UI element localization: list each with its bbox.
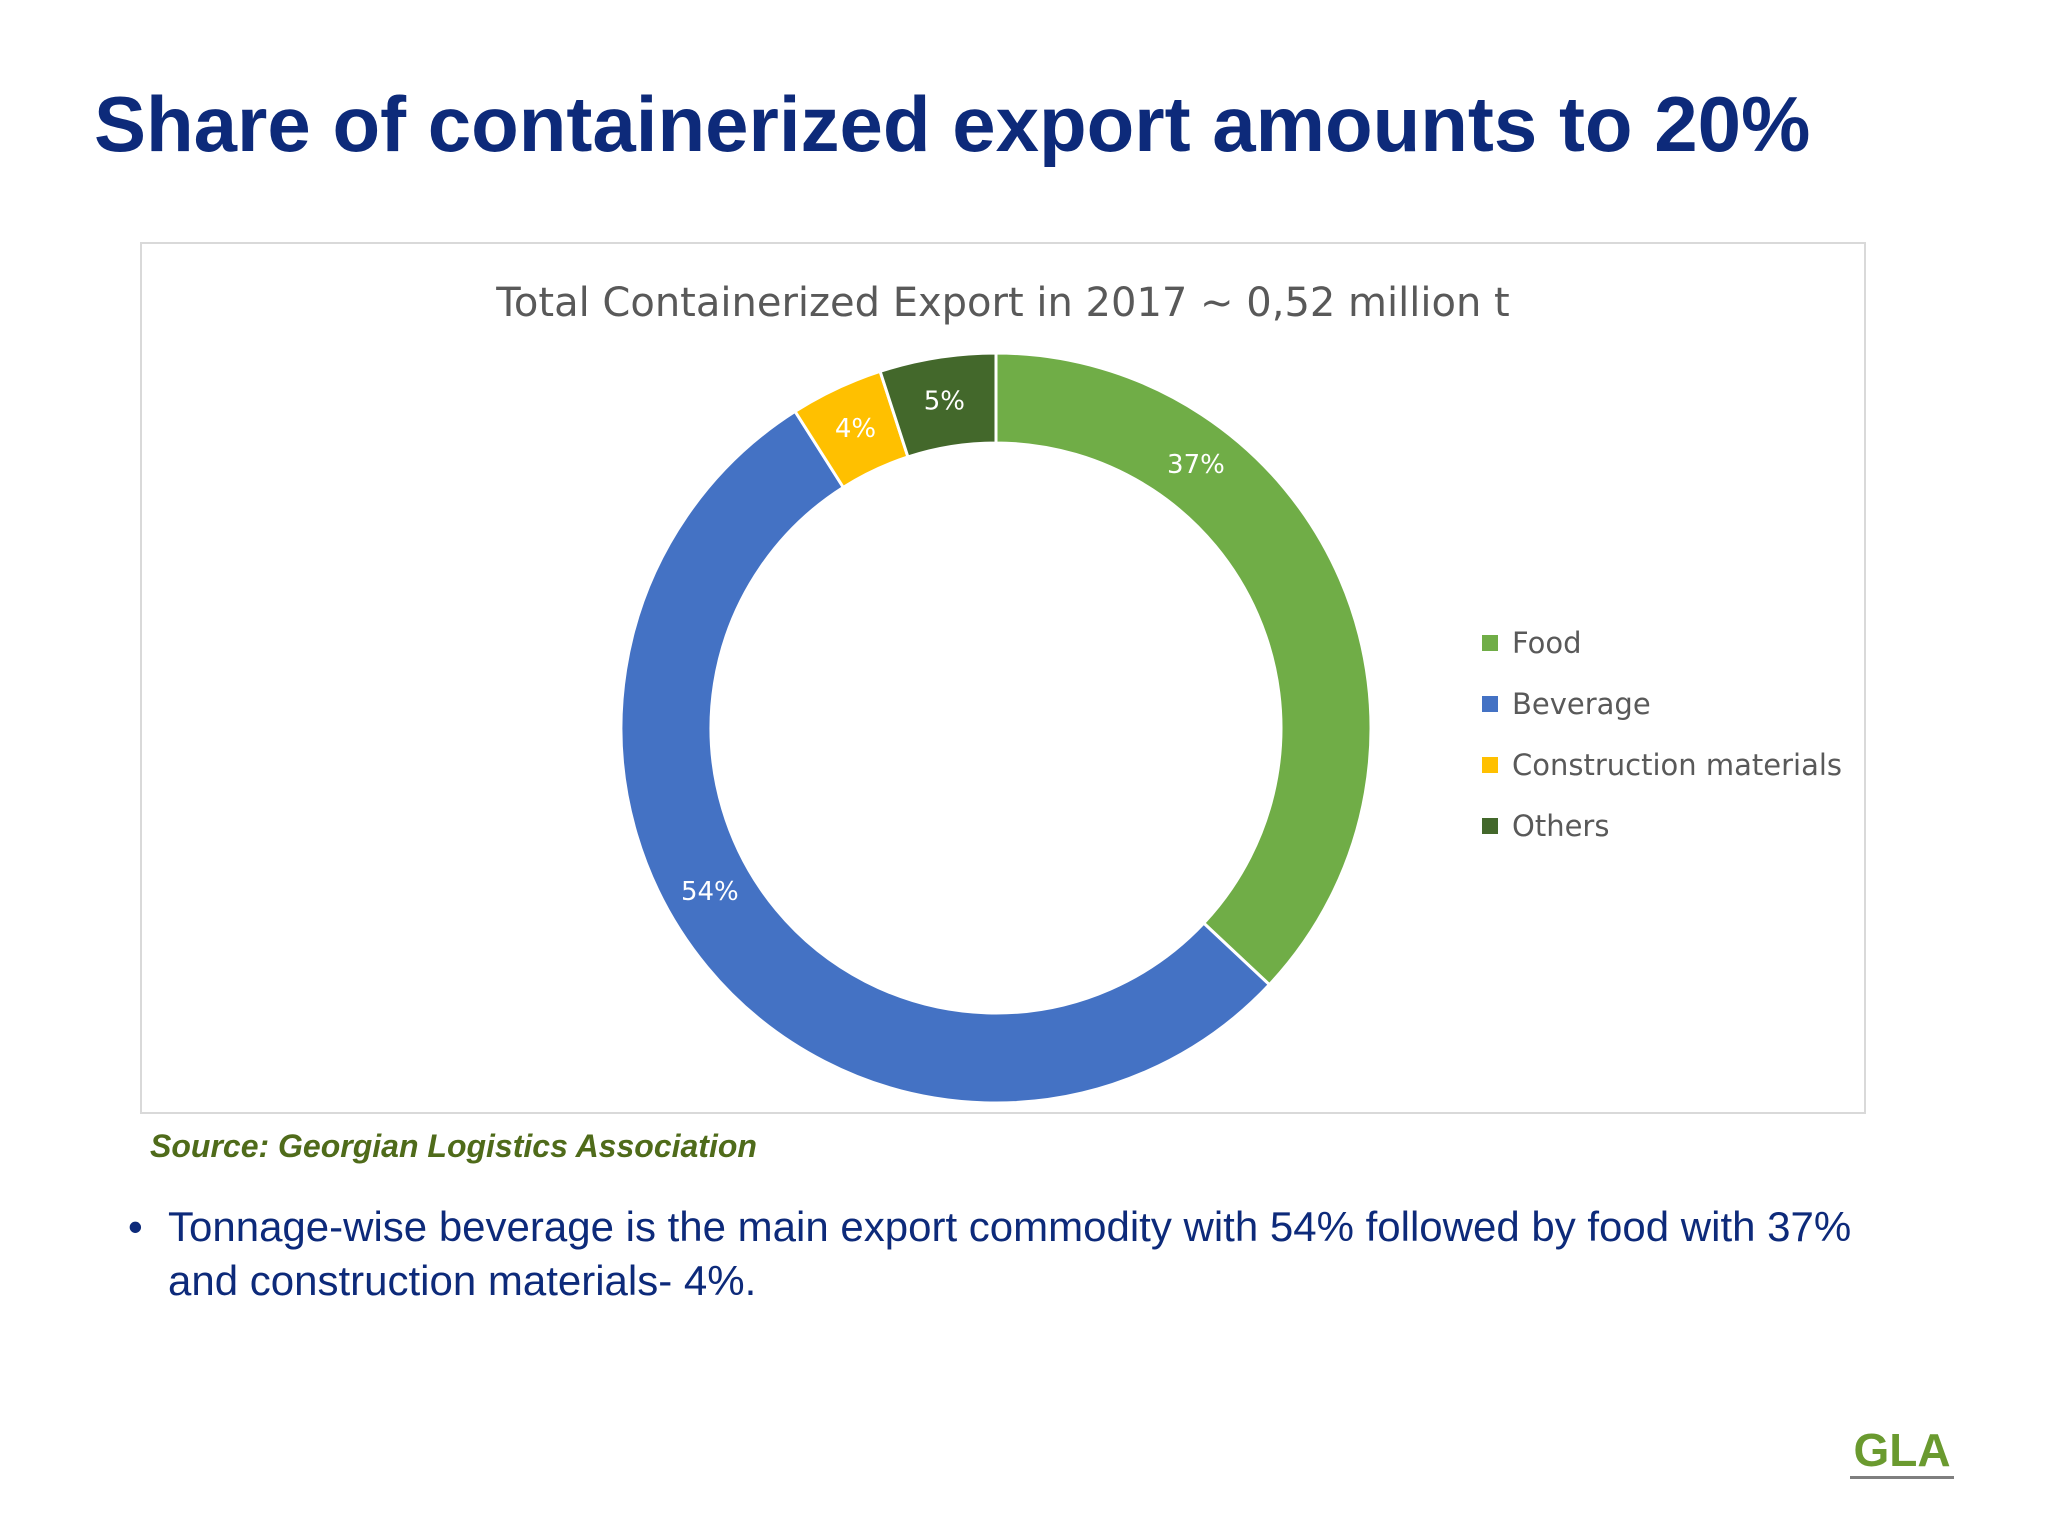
legend-label: Others bbox=[1512, 808, 1610, 843]
data-label-construction-materials: 4% bbox=[835, 414, 876, 444]
chart-title: Total Containerized Export in 2017 ~ 0,5… bbox=[496, 280, 1510, 326]
slide-title: Share of containerized export amounts to… bbox=[94, 80, 1811, 168]
legend-swatch bbox=[1482, 817, 1498, 834]
donut-chart: 37% 54% 4% 5% bbox=[619, 351, 1373, 1105]
data-label-food: 37% bbox=[1167, 450, 1225, 480]
logo-text: GLA bbox=[1853, 1424, 1950, 1476]
legend-swatch bbox=[1482, 756, 1498, 773]
donut-slice-beverage bbox=[619, 409, 1272, 1105]
data-label-others: 5% bbox=[924, 387, 965, 417]
gla-logo: GLA bbox=[1846, 1422, 1958, 1486]
legend-item-others: Others bbox=[1482, 795, 1842, 856]
legend-swatch bbox=[1482, 634, 1498, 651]
legend-label: Construction materials bbox=[1512, 747, 1843, 782]
legend-label: Food bbox=[1512, 625, 1582, 660]
legend-label: Beverage bbox=[1512, 686, 1651, 721]
bullet-point: • Tonnage-wise beverage is the main expo… bbox=[128, 1200, 1928, 1308]
donut-slice-food bbox=[994, 351, 1373, 987]
data-label-beverage: 54% bbox=[681, 877, 739, 907]
bullet-marker: • bbox=[128, 1203, 143, 1250]
chart-legend: Food Beverage Construction materials Others bbox=[1482, 612, 1842, 856]
bullet-text: Tonnage-wise beverage is the main export… bbox=[168, 1203, 1852, 1304]
legend-item-food: Food bbox=[1482, 612, 1842, 673]
donut-slice-others bbox=[878, 351, 998, 459]
legend-item-beverage: Beverage bbox=[1482, 673, 1842, 734]
chart-container: Total Containerized Export in 2017 ~ 0,5… bbox=[140, 242, 1866, 1114]
legend-item-construction-materials: Construction materials bbox=[1482, 734, 1842, 795]
legend-swatch bbox=[1482, 695, 1498, 712]
source-note: Source: Georgian Logistics Association bbox=[150, 1128, 757, 1164]
